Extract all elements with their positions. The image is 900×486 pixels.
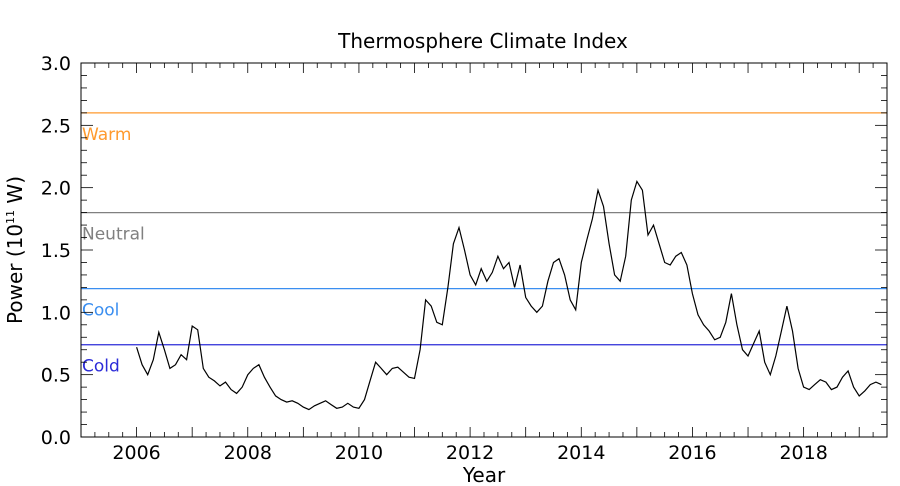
x-tick-label: 2008: [224, 442, 272, 464]
x-axis-title: Year: [462, 463, 506, 486]
x-tick-label: 2014: [557, 442, 605, 464]
y-axis-tick-labels: 0.0 0.5 1.0 1.5 2.0 2.5 3.0: [41, 53, 71, 449]
x-tick-label: 2006: [112, 442, 160, 464]
plot-frame: [80, 62, 888, 438]
y-axis-title: Power (1011 W): [3, 176, 27, 324]
y-axis-ticks: [81, 62, 887, 438]
reference-label-neutral: Neutral: [82, 225, 145, 245]
chart-title: Thermosphere Climate Index: [337, 29, 628, 53]
y-tick-label: 2.5: [41, 115, 71, 137]
x-tick-label: 2016: [668, 442, 716, 464]
y-axis-title-unit: W): [3, 176, 27, 210]
y-tick-label: 2.0: [41, 178, 71, 200]
y-tick-label: 3.0: [41, 53, 71, 75]
x-tick-label: 2012: [446, 442, 494, 464]
y-tick-label: 1.0: [41, 302, 71, 324]
reference-label-warm: Warm: [82, 125, 131, 145]
tci-series-line: [136, 179, 882, 411]
x-tick-label: 2010: [335, 442, 383, 464]
y-axis-title-exponent: 11: [4, 210, 17, 224]
y-axis-title-main: Power (10: [3, 224, 27, 324]
x-axis-ticks: [80, 63, 888, 437]
reference-labels: Warm Neutral Cool Cold: [82, 125, 145, 377]
reference-label-cold: Cold: [82, 357, 120, 377]
reference-lines: [81, 112, 887, 346]
x-axis-tick-labels: 2006 2008 2010 2012 2014 2016 2018: [112, 442, 827, 464]
x-tick-label: 2018: [779, 442, 827, 464]
y-tick-label: 0.0: [41, 427, 71, 449]
y-tick-label: 0.5: [41, 365, 71, 387]
y-tick-label: 1.5: [41, 240, 71, 262]
reference-label-cool: Cool: [82, 301, 119, 321]
